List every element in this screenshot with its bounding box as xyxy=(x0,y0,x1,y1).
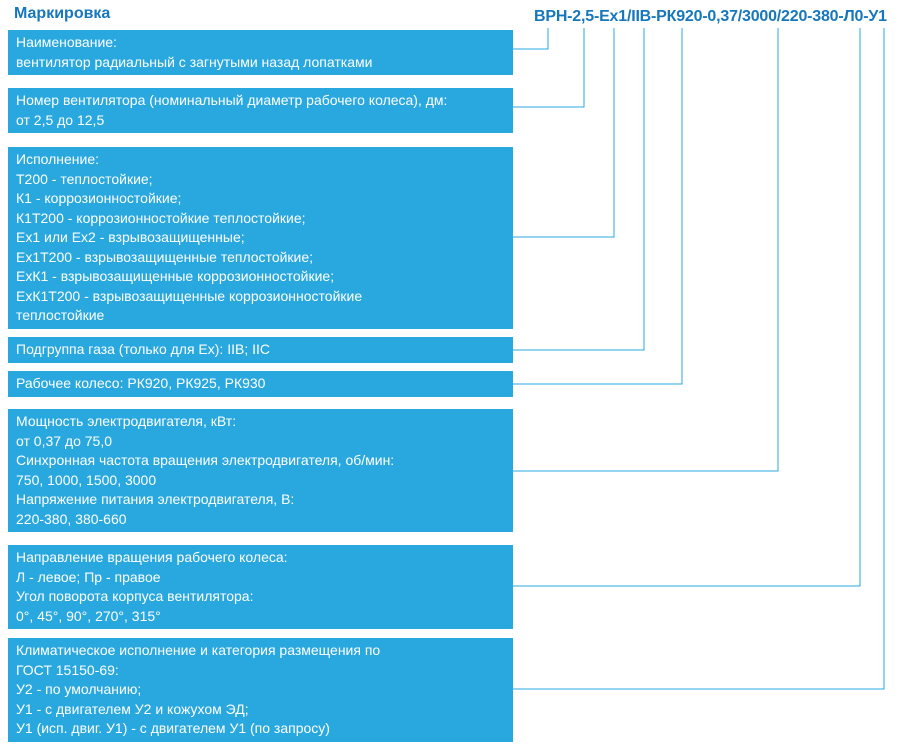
text-line: Напряжение питания электродвигателя, В: xyxy=(16,491,295,507)
text-line: Исполнение: xyxy=(16,151,100,167)
product-code: ВРН-2,5-Ex1/IIB-РК920-0,37/3000/220-380-… xyxy=(534,8,887,25)
legend-box-motor: Мощность электродвигателя, кВт: от 0,37 д… xyxy=(8,409,513,532)
connector-rotation-line xyxy=(513,28,861,587)
text-line: ГОСТ 15150-69: xyxy=(16,661,119,678)
text-line: У1 (исп. двиг. У1) - с двигателем У1 (по… xyxy=(16,720,330,736)
text-line: 220-380, 380-660 xyxy=(16,510,127,527)
text-line: теплостойкие xyxy=(16,307,105,323)
text-line: 0°, 45°, 90°, 270°, 315° xyxy=(16,607,161,624)
text-line: от 2,5 до 12,5 xyxy=(16,111,105,128)
text-line: ЕхК1Т200 - взрывозащищенные коррозионнос… xyxy=(16,287,363,304)
text-line: Угол поворота корпуса вентилятора: xyxy=(16,588,254,604)
legend-box-execution: Исполнение: Т200 - теплостойкие; К1 - корр… xyxy=(8,147,513,329)
connector-impeller-line xyxy=(513,28,683,385)
text-line: Рабочее колесо: РК920, РК925, РК930 xyxy=(16,375,266,391)
text-line: Ех1 или Ех2 - взрывозащищенные; xyxy=(16,229,245,245)
text-line: Ех1Т200 - взрывозащищенные теплостойкие; xyxy=(16,248,314,265)
text-line: ЕхК1 - взрывозащищенные коррозионностойк… xyxy=(16,268,335,284)
legend-box-name: Наименование: вентилятор радиальный с заг… xyxy=(8,30,513,75)
text-line: К1 - коррозионностойкие; xyxy=(16,190,182,206)
text-line: 750, 1000, 1500, 3000 xyxy=(16,471,157,488)
text-line: К1Т200 - коррозионностойкие теплостойкие… xyxy=(16,209,306,226)
legend-box-impeller: Рабочее колесо: РК920, РК925, РК930 xyxy=(8,371,513,397)
legend-box-climate: Климатическое исполнение и категория раз… xyxy=(8,638,513,742)
text-line: Подгруппа газа (только для Ех): IIВ; IIС xyxy=(16,341,270,357)
page-title: Маркировка xyxy=(14,5,111,22)
text-line: Номер вентилятора (номинальный диаметр р… xyxy=(16,92,448,108)
text-line: Наименование: xyxy=(16,34,117,50)
connector-gas-line xyxy=(513,28,645,351)
text-line: Л - левое; Пр - правое xyxy=(16,568,161,585)
connector-execution-line xyxy=(513,28,615,238)
legend-box-size: Номер вентилятора (номинальный диаметр р… xyxy=(8,88,513,133)
text-line: Мощность электродвигателя, кВт: xyxy=(16,413,237,429)
legend-box-gas-subgroup: Подгруппа газа (только для Ех): IIВ; IIС xyxy=(8,337,513,363)
connector-size-line xyxy=(513,28,585,108)
text-line: У2 - по умолчанию; xyxy=(16,681,142,697)
connector-climate-line xyxy=(513,28,885,690)
legend-box-rotation: Направление вращения рабочего колеса: Л -… xyxy=(8,545,513,629)
connector-name-line xyxy=(513,28,549,50)
text-line: Направление вращения рабочего колеса: xyxy=(16,549,288,565)
text-line: Климатическое исполнение и категория раз… xyxy=(16,642,381,658)
text-line: Синхронная частота вращения электродвига… xyxy=(16,452,395,468)
text-line: У1 - с двигателем У2 и кожухом ЭД; xyxy=(16,700,249,717)
connector-motor-line xyxy=(513,28,779,472)
text-line: от 0,37 до 75,0 xyxy=(16,432,113,449)
text-line: Т200 - теплостойкие; xyxy=(16,170,153,187)
text-line: вентилятор радиальный с загнутыми назад … xyxy=(16,53,373,70)
